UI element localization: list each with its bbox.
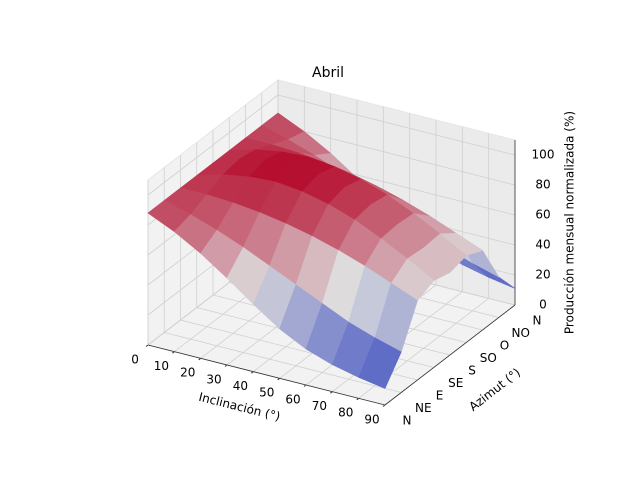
y-tick-label: S: [468, 364, 476, 378]
x-tick-label: 0: [131, 352, 139, 366]
z-tick-label: 20: [535, 268, 550, 282]
z-tick-label: 100: [532, 148, 555, 162]
z-tick-label: 40: [535, 238, 550, 252]
x-tick-label: 20: [180, 366, 195, 380]
x-tick-label: 90: [364, 412, 379, 426]
x-tick-label: 30: [206, 372, 221, 386]
grid-line: [277, 124, 516, 186]
chart-title: Abril: [312, 65, 344, 81]
y-tick-label: SE: [448, 376, 463, 390]
x-tick-label: 10: [154, 359, 169, 373]
axis-line: [147, 344, 386, 406]
x-tick-label: 50: [259, 386, 274, 400]
y-tick-label: N: [533, 314, 542, 328]
x-tick-label: 40: [233, 379, 248, 393]
y-tick-label: SO: [480, 351, 497, 365]
y-tick-label: NE: [415, 401, 432, 415]
grid-line: [277, 94, 516, 156]
x-tick-label: 70: [312, 399, 327, 413]
y-tick-label: N: [403, 414, 412, 428]
x-tick: [145, 344, 149, 347]
z-tick-label: 0: [539, 298, 547, 312]
z-tick-label: 60: [535, 208, 550, 222]
surface: [147, 112, 516, 389]
axis-line: [384, 304, 516, 406]
surface-cell: [358, 337, 402, 389]
x-tick-label: 80: [338, 406, 353, 420]
grid-line: [164, 332, 402, 393]
z-tick-label: 80: [535, 178, 550, 192]
grid-line: [147, 94, 279, 196]
z-axis-label: Producción mensual normalizada (%): [563, 111, 577, 334]
y-tick-label: O: [500, 339, 509, 353]
x-tick-label: 60: [285, 392, 300, 406]
y-tick-label: E: [436, 389, 444, 403]
y-tick-label: NO: [512, 326, 530, 340]
